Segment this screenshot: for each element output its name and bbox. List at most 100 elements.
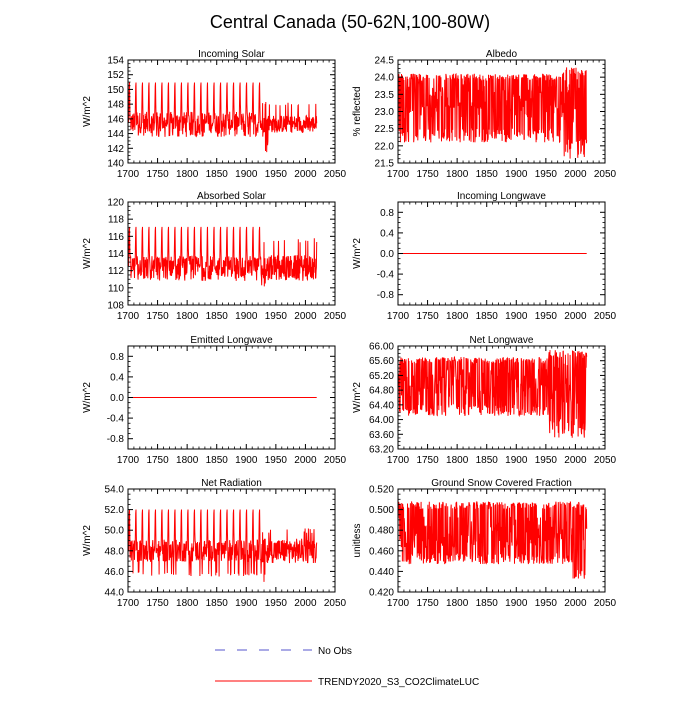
panel-title-incoming-longwave: Incoming Longwave [457, 191, 546, 202]
y-tick-label-incoming-solar-150: 150 [107, 85, 124, 96]
y-tick-label-net-radiation-46-0: 46.0 [105, 567, 125, 578]
x-tick-label-ground-snow-covered-fraction-1750: 1750 [416, 598, 439, 609]
x-tick-label-ground-snow-covered-fraction-1800: 1800 [446, 598, 469, 609]
series-line-net-longwave [398, 350, 588, 438]
x-tick-label-incoming-solar-1700: 1700 [117, 169, 140, 180]
x-tick-label-incoming-longwave-2050: 2050 [594, 311, 617, 322]
y-axis-label-absorbed-solar: W/m^2 [82, 238, 93, 269]
x-tick-label-absorbed-solar-1900: 1900 [235, 311, 258, 322]
x-tick-label-net-longwave-1900: 1900 [505, 455, 528, 466]
y-tick-label-emitted-longwave-0-4: -0.4 [107, 414, 125, 425]
panel-title-emitted-longwave: Emitted Longwave [190, 335, 273, 346]
y-axis-label-emitted-longwave: W/m^2 [82, 382, 93, 413]
panel-title-incoming-solar: Incoming Solar [198, 49, 265, 60]
x-tick-label-incoming-longwave-1950: 1950 [535, 311, 558, 322]
y-tick-label-incoming-solar-154: 154 [107, 56, 124, 67]
x-tick-label-absorbed-solar-1850: 1850 [206, 311, 229, 322]
x-tick-label-emitted-longwave-1750: 1750 [146, 455, 169, 466]
y-tick-label-albedo-22-5: 22.5 [375, 124, 395, 135]
y-axis-label-ground-snow-covered-fraction: unitless [352, 524, 363, 558]
x-tick-label-ground-snow-covered-fraction-1700: 1700 [387, 598, 410, 609]
y-tick-label-incoming-solar-146: 146 [107, 114, 124, 125]
x-tick-label-net-longwave-1950: 1950 [535, 455, 558, 466]
y-tick-label-incoming-longwave-0-4: -0.4 [377, 270, 395, 281]
y-tick-label-incoming-longwave-0-8: 0.8 [380, 208, 394, 219]
x-tick-label-absorbed-solar-2050: 2050 [324, 311, 347, 322]
plot-frame-incoming-solar [127, 59, 336, 164]
x-tick-label-net-longwave-1750: 1750 [416, 455, 439, 466]
x-tick-label-incoming-solar-2000: 2000 [294, 169, 317, 180]
panel-absorbed-solar: Absorbed Solar W/m^2 1700 1750 1800 1850 1900 1… [82, 191, 347, 322]
y-tick-label-net-longwave-63-20: 63.20 [369, 445, 394, 456]
y-tick-label-incoming-solar-152: 152 [107, 70, 124, 81]
y-axis-label-incoming-longwave: W/m^2 [352, 238, 363, 269]
series-line-incoming-solar [128, 82, 318, 153]
x-tick-label-albedo-2000: 2000 [564, 169, 587, 180]
panel-ground-snow-covered-fraction: Ground Snow Covered Fraction unitless 1700… [352, 478, 617, 609]
y-tick-label-ground-snow-covered-fraction-0-480: 0.480 [369, 526, 394, 537]
y-tick-label-net-longwave-65-20: 65.20 [369, 371, 394, 382]
x-tick-label-incoming-solar-1900: 1900 [235, 169, 258, 180]
x-tick-label-albedo-1850: 1850 [476, 169, 499, 180]
y-tick-label-ground-snow-covered-fraction-0-420: 0.420 [369, 588, 394, 599]
x-tick-label-incoming-longwave-1800: 1800 [446, 311, 469, 322]
x-tick-label-incoming-solar-1850: 1850 [206, 169, 229, 180]
x-tick-label-net-radiation-2050: 2050 [324, 598, 347, 609]
y-tick-label-ground-snow-covered-fraction-0-440: 0.440 [369, 567, 394, 578]
y-tick-label-incoming-solar-144: 144 [107, 129, 124, 140]
y-axis-label-net-longwave: W/m^2 [352, 382, 363, 413]
x-tick-label-incoming-solar-2050: 2050 [324, 169, 347, 180]
x-tick-label-emitted-longwave-2050: 2050 [324, 455, 347, 466]
y-tick-label-incoming-solar-142: 142 [107, 144, 124, 155]
y-tick-label-emitted-longwave-0-0: 0.0 [110, 393, 124, 404]
x-tick-label-incoming-solar-1950: 1950 [265, 169, 288, 180]
x-tick-label-net-longwave-2000: 2000 [564, 455, 587, 466]
panel-title-ground-snow-covered-fraction: Ground Snow Covered Fraction [431, 478, 572, 489]
panel-incoming-solar: Incoming Solar W/m^2 1700 1750 1800 1850 1900 1… [82, 49, 347, 180]
x-tick-label-albedo-2050: 2050 [594, 169, 617, 180]
y-tick-label-incoming-longwave-0-0: 0.0 [380, 249, 394, 260]
y-axis-label-incoming-solar: W/m^2 [82, 96, 93, 127]
figure-title: Central Canada (50-62N,100-80W) [210, 12, 490, 32]
y-tick-label-absorbed-solar-116: 116 [108, 232, 124, 243]
x-tick-label-incoming-solar-1750: 1750 [146, 169, 169, 180]
x-tick-label-absorbed-solar-2000: 2000 [294, 311, 317, 322]
x-tick-label-ground-snow-covered-fraction-1900: 1900 [505, 598, 528, 609]
x-tick-label-net-radiation-1950: 1950 [265, 598, 288, 609]
y-tick-label-ground-snow-covered-fraction-0-520: 0.520 [369, 485, 394, 496]
y-tick-label-absorbed-solar-110: 110 [108, 283, 124, 294]
y-tick-label-absorbed-solar-114: 114 [108, 249, 124, 260]
y-tick-label-net-longwave-63-60: 63.60 [369, 430, 394, 441]
y-tick-label-absorbed-solar-112: 112 [108, 266, 124, 277]
x-tick-label-net-longwave-1800: 1800 [446, 455, 469, 466]
y-tick-label-albedo-21-5: 21.5 [375, 159, 395, 170]
panel-albedo: Albedo % reflected 1700 1750 1800 1850 1900 195… [352, 49, 617, 180]
y-tick-label-incoming-longwave-0-8: -0.8 [377, 290, 395, 301]
y-tick-label-emitted-longwave-0-8: -0.8 [107, 434, 125, 445]
y-tick-label-net-radiation-54-0: 54.0 [105, 485, 125, 496]
y-axis-label-albedo: % reflected [352, 86, 363, 136]
x-tick-label-ground-snow-covered-fraction-2050: 2050 [594, 598, 617, 609]
x-tick-label-net-longwave-1850: 1850 [476, 455, 499, 466]
y-tick-label-net-radiation-48-0: 48.0 [105, 546, 125, 557]
x-tick-label-emitted-longwave-1700: 1700 [117, 455, 140, 466]
y-tick-label-net-longwave-64-00: 64.00 [369, 415, 394, 426]
panel-emitted-longwave: Emitted Longwave W/m^2 1700 1750 1800 1850 190… [82, 335, 347, 466]
x-tick-label-net-longwave-1700: 1700 [387, 455, 410, 466]
panel-net-longwave: Net Longwave W/m^2 1700 1750 1800 1850 1900 195… [352, 335, 617, 466]
x-tick-label-albedo-1750: 1750 [416, 169, 439, 180]
x-tick-label-incoming-longwave-1750: 1750 [416, 311, 439, 322]
x-tick-label-absorbed-solar-1800: 1800 [176, 311, 199, 322]
series-line-albedo [398, 67, 588, 159]
x-tick-label-net-longwave-2050: 2050 [594, 455, 617, 466]
series-line-absorbed-solar [128, 226, 318, 287]
series-line-net-radiation [128, 509, 318, 582]
panel-title-net-longwave: Net Longwave [470, 335, 534, 346]
y-tick-label-albedo-24-0: 24.0 [375, 73, 395, 84]
y-tick-label-absorbed-solar-108: 108 [107, 301, 124, 312]
panel-title-absorbed-solar: Absorbed Solar [197, 191, 267, 202]
x-tick-label-ground-snow-covered-fraction-1950: 1950 [535, 598, 558, 609]
x-tick-label-emitted-longwave-1800: 1800 [176, 455, 199, 466]
